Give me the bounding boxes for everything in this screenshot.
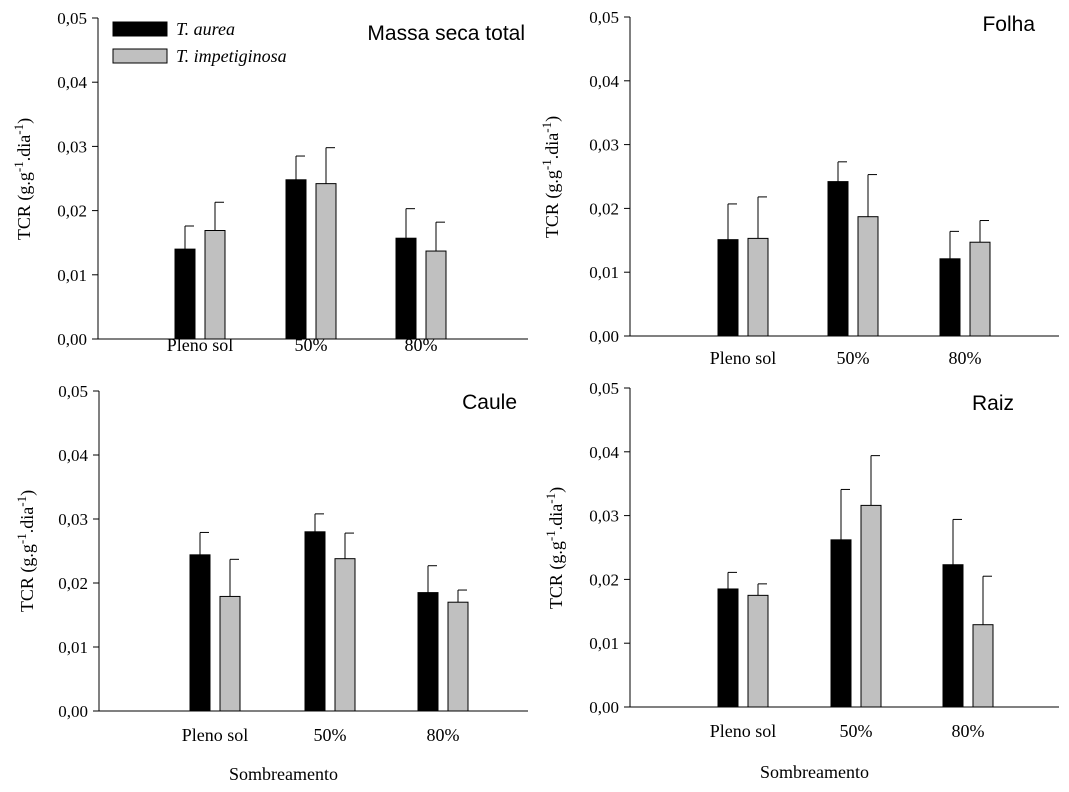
x-tick-label: 80%: [949, 348, 982, 368]
y-axis-label: TCR (g.g-1.dia-1): [14, 490, 38, 612]
bar-aurea: [174, 248, 196, 340]
chart-panel-1: 0,00 0,01 0,02 0,03 0,04 0,05 TCR (g.g-1.dia-1…: [11, 9, 528, 355]
y-tick-label: 0,02: [589, 199, 619, 218]
y-tick-label: 0,02: [589, 570, 619, 589]
legend-swatch: [112, 48, 168, 64]
y-tick-label: 0,02: [58, 574, 88, 593]
bar-aurea: [830, 539, 852, 708]
panel-title: Massa seca total: [367, 22, 525, 45]
bar-aurea: [189, 554, 211, 712]
y-tick-label: 0,05: [57, 9, 87, 28]
bar-impetiginosa: [747, 237, 769, 337]
x-tick-label: 50%: [314, 725, 347, 745]
bar-aurea: [395, 237, 417, 340]
bar-impetiginosa: [969, 241, 991, 337]
y-tick-label: 0,04: [57, 73, 87, 92]
y-tick-label: 0,02: [57, 202, 87, 221]
bar-aurea: [285, 179, 307, 340]
bar-aurea: [304, 531, 326, 712]
y-tick-label: 0,03: [589, 136, 619, 155]
y-axis-label: TCR (g.g-1.dia-1): [543, 487, 567, 609]
bar-impetiginosa: [425, 250, 447, 340]
y-tick-label: 0,04: [589, 443, 619, 462]
y-tick-label: 0,01: [57, 266, 87, 285]
bar-impetiginosa: [447, 601, 469, 712]
y-tick-label: 0,00: [589, 698, 619, 717]
legend-label: T. impetiginosa: [176, 46, 287, 66]
bar-aurea: [717, 588, 739, 708]
y-tick-label: 0,01: [58, 638, 88, 657]
bar-impetiginosa: [747, 594, 769, 708]
bar-aurea: [717, 239, 739, 337]
x-tick-label: 50%: [840, 721, 873, 741]
bar-aurea: [939, 258, 961, 337]
y-tick-label: 0,05: [589, 379, 619, 398]
x-axis-label: Sombreamento: [229, 764, 338, 784]
x-tick-label: 80%: [952, 721, 985, 741]
y-axis-label: TCR (g.g-1.dia-1): [539, 116, 563, 238]
x-tick-label: Pleno sol: [182, 725, 249, 745]
y-tick-label: 0,03: [589, 507, 619, 526]
bar-aurea: [417, 592, 439, 712]
x-tick-label: Pleno sol: [167, 335, 234, 355]
panel-title: Caule: [462, 391, 517, 414]
chart-panel-3: 0,00 0,01 0,02 0,03 0,04 0,05 TCR (g.g-1.dia-1…: [14, 382, 528, 784]
y-tick-label: 0,04: [58, 446, 88, 465]
x-tick-label: Pleno sol: [710, 721, 777, 741]
y-tick-label: 0,00: [57, 330, 87, 349]
legend: T. aurea T. impetiginosa: [112, 19, 287, 66]
y-tick-label: 0,01: [589, 634, 619, 653]
x-tick-label: 50%: [295, 335, 328, 355]
bar-impetiginosa: [204, 230, 226, 340]
y-tick-label: 0,00: [58, 702, 88, 721]
bar-impetiginosa: [315, 183, 337, 340]
x-tick-label: 80%: [405, 335, 438, 355]
y-tick-label: 0,01: [589, 263, 619, 282]
bar-impetiginosa: [334, 558, 356, 712]
x-tick-label: 80%: [427, 725, 460, 745]
y-tick-label: 0,04: [589, 72, 619, 91]
y-tick-label: 0,05: [58, 382, 88, 401]
y-tick-label: 0,00: [589, 327, 619, 346]
panel-title: Folha: [982, 13, 1035, 36]
bar-aurea: [827, 181, 849, 337]
y-tick-label: 0,03: [58, 510, 88, 529]
y-axis-label: TCR (g.g-1.dia-1): [11, 118, 35, 240]
bar-impetiginosa: [857, 216, 879, 337]
chart-panel-4: 0,00 0,01 0,02 0,03 0,04 0,05 TCR (g.g-1.dia-1…: [543, 379, 1059, 782]
y-tick-label: 0,03: [57, 137, 87, 156]
bar-impetiginosa: [860, 504, 882, 708]
legend-swatch: [112, 21, 168, 37]
x-tick-label: Pleno sol: [710, 348, 777, 368]
x-tick-label: 50%: [837, 348, 870, 368]
bar-aurea: [942, 564, 964, 708]
bar-impetiginosa: [972, 624, 994, 708]
bar-impetiginosa: [219, 595, 241, 712]
legend-label: T. aurea: [176, 19, 235, 39]
y-tick-label: 0,05: [589, 8, 619, 27]
panel-title: Raiz: [972, 392, 1014, 415]
x-axis-label: Sombreamento: [760, 762, 869, 782]
chart-panel-2: 0,00 0,01 0,02 0,03 0,04 0,05 TCR (g.g-1.dia-1…: [539, 8, 1059, 368]
